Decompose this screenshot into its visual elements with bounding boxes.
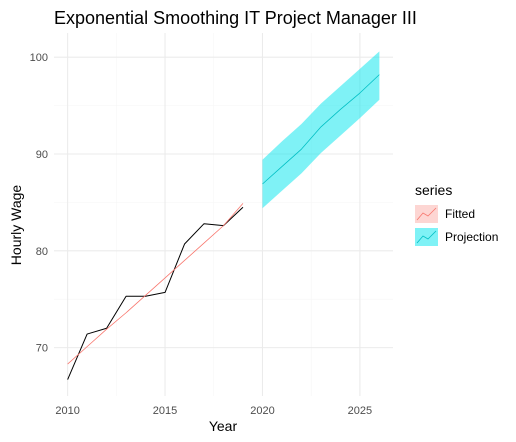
major-gridlines <box>54 33 393 396</box>
x-tick-label: 2010 <box>55 405 79 417</box>
projection-band-layer <box>262 51 380 209</box>
x-tick-label: 2025 <box>348 405 372 417</box>
legend-title: series <box>415 182 452 198</box>
legend-label-fitted: Fitted <box>445 207 475 221</box>
projection-band <box>262 51 380 209</box>
y-tick-label: 80 <box>36 246 48 258</box>
projection-line <box>262 74 380 185</box>
y-axis-ticks: 70 80 90 100 <box>30 52 48 354</box>
series-lines <box>67 74 380 380</box>
x-axis-ticks: 2010 2015 2020 2025 <box>55 405 372 417</box>
y-axis-label: Hourly Wage <box>8 185 24 266</box>
actual-line <box>67 206 244 380</box>
minor-gridlines <box>54 33 393 396</box>
legend-glyph-fitted <box>416 207 437 221</box>
legend-label-projection: Projection <box>445 230 498 244</box>
y-tick-label: 90 <box>36 149 48 161</box>
legend-key-projection <box>415 228 438 246</box>
y-tick-label: 70 <box>36 343 48 355</box>
x-axis-label: Year <box>209 418 238 434</box>
chart-title: Exponential Smoothing IT Project Manager… <box>54 8 417 28</box>
x-tick-label: 2015 <box>153 405 177 417</box>
x-tick-label: 2020 <box>250 405 274 417</box>
y-tick-label: 100 <box>30 52 48 64</box>
plot-area <box>54 33 393 396</box>
legend-glyph-projection <box>416 230 437 244</box>
fitted-line <box>67 203 244 365</box>
legend: series Fitted Projection <box>415 182 498 246</box>
legend-key-fitted <box>415 205 438 223</box>
